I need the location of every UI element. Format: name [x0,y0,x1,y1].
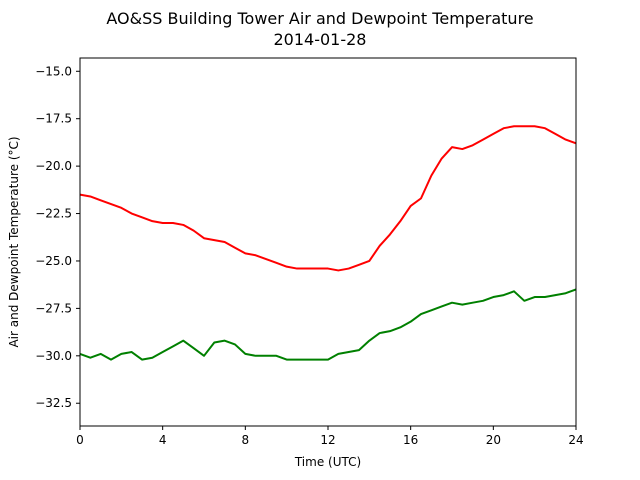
chart-subtitle: 2014-01-28 [274,30,367,49]
y-tick-label: −32.5 [35,396,72,410]
y-tick-label: −27.5 [35,301,72,315]
series-line-1 [79,288,577,361]
y-axis-label: Air and Dewpoint Temperature (°C) [7,136,21,347]
series-line-0 [79,125,577,272]
series-0 [79,125,577,272]
y-tick-label: −17.5 [35,112,72,126]
y-tick-label: −25.0 [35,254,72,268]
x-tick-label: 8 [242,433,250,447]
x-tick-label: 12 [320,433,335,447]
y-tick-label: −15.0 [35,64,72,78]
ticks-layer: 0 4 8 12 16 20 24 −32.5 −30.0 −27.5 −25.0 −22.5 −20.… [35,64,583,447]
series-1 [79,288,577,361]
x-tick-label: 0 [76,433,84,447]
series-layer [79,125,577,361]
x-tick-label: 4 [159,433,167,447]
x-tick-label: 24 [568,433,583,447]
x-tick-label: 16 [403,433,418,447]
x-tick-label: 20 [486,433,501,447]
y-tick-label: −20.0 [35,159,72,173]
x-axis-label: Time (UTC) [294,455,361,469]
y-tick-label: −22.5 [35,207,72,221]
plot-frame [79,57,577,427]
y-tick-label: −30.0 [35,349,72,363]
chart-title: AO&SS Building Tower Air and Dewpoint Te… [106,9,533,28]
